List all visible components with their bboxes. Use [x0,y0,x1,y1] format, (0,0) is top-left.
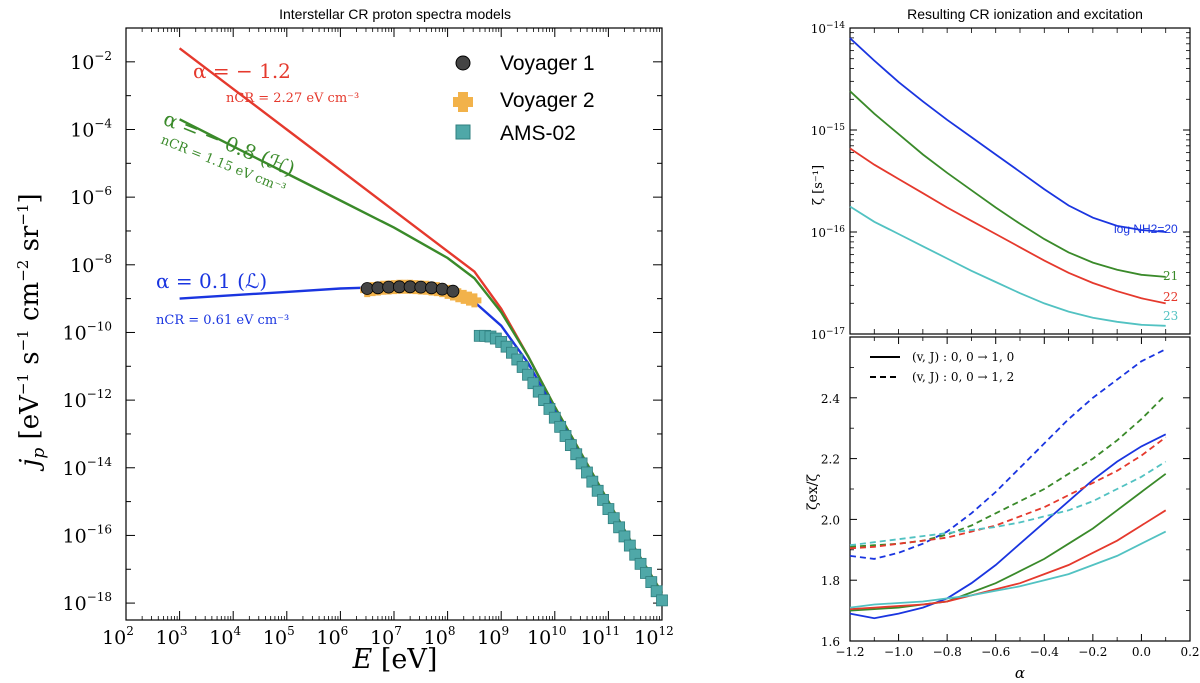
right-bottom-series-blue-solid [849,433,1167,620]
right-bottom-y-tick-label: 2.0 [821,513,840,527]
right-bottom-x-tick-label: −0.8 [933,645,962,659]
right-bottom-x-tick-label: −0.2 [1078,645,1107,659]
left-x-tick-label: 108 [424,624,456,649]
left-data-markers [360,279,668,607]
right-top-series-21 [849,90,1166,278]
annotation-ncr-2-27: nCR = 2.27 eV cm⁻³ [226,91,359,106]
right-bottom-y-axis-label: ζex/ζ [805,474,821,510]
legend-voyager1-marker [455,55,471,71]
right-top-y-tick-label: 10−15 [811,123,846,138]
left-x-tick-label: 1010 [527,624,566,649]
right-chart-title: Resulting CR ionization and excitation [907,6,1143,22]
right-bottom-plot-frame [849,336,1191,642]
left-x-tick-label: 107 [370,624,402,649]
legend-ams02-label: AMS-02 [500,122,576,145]
legend-voyager2-label: Voyager 2 [500,89,595,112]
label-log-nh2-20: log NH2=20 [1114,222,1178,236]
right-bottom-series-cyan-solid [849,530,1167,609]
left-x-tick-label: 105 [263,624,295,649]
left-y-tick-label: 10−8 [70,252,112,277]
left-y-tick-label: 10−6 [70,184,112,209]
left-y-tick-label: 10−18 [62,590,112,615]
left-legend: Voyager 1 Voyager 2 AMS-02 [453,52,595,145]
left-x-axis-label: E [eV] [352,644,438,675]
right-top-series-22 [849,147,1166,305]
left-y-tick-label: 10−12 [62,387,112,412]
left-y-tick-label: 10−10 [62,319,112,344]
right-bottom-x-tick-label: −1.0 [884,645,913,659]
series-line-alpha=-0.8 [179,118,664,594]
left-x-tick-label: 1011 [581,624,620,649]
right-bottom-x-tick-label: 0.2 [1180,645,1199,659]
legend-voyager1-label: Voyager 1 [500,52,595,75]
voyager1-marker [446,284,460,298]
annotation-alpha-0-1: α = 0.1 (ℒ) [156,269,267,293]
voyager1-marker [414,280,428,294]
left-y-tick-label: 10−16 [62,522,112,547]
voyager1-marker [425,281,438,295]
right-bottom-series-green-solid [849,473,1167,612]
left-y-axis-label: jp [eV−1 s−1 cm−2 sr−1] [14,193,49,471]
right-bottom-y-tick-label: 1.6 [821,635,840,649]
right-bottom-series-lines [849,348,1167,620]
left-x-tick-label: 106 [316,624,348,649]
legend-voyager2-marker [453,92,473,112]
legend-dashed-label: (v, J) : 0, 0 → 1, 2 [912,370,1014,384]
annotation-alpha-minus-1-2: α = − 1.2 [193,59,291,83]
ams02-marker [656,594,668,607]
left-y-tick-label: 10−14 [62,455,112,480]
voyager2-marker [467,293,482,308]
svg-text:jp [eV−1 s−1 cm−2 sr−1]: jp [eV−1 s−1 cm−2 sr−1] [14,193,49,471]
right-bottom-x-tick-label: 0.0 [1132,645,1151,659]
right-top-y-axis-label: ζ [s⁻¹] [811,165,826,205]
legend-solid-label: (v, J) : 0, 0 → 1, 0 [912,350,1014,364]
left-y-tick-label: 10−4 [70,116,112,141]
annotation-ncr-0-61: nCR = 0.61 eV cm⁻³ [156,313,289,328]
left-x-tick-label: 1012 [634,624,673,649]
right-bottom-series-red-solid [849,509,1167,610]
left-x-tick-label: 104 [209,624,241,649]
left-y-tick-label: 10−2 [70,49,112,74]
right-bottom-y-tick-label: 2.4 [821,392,840,406]
left-x-tick-label: 102 [102,624,134,649]
label-22: 22 [1163,290,1178,304]
right-top-series-lines [849,37,1166,327]
right-top-series-log-NH2=20 [849,37,1166,233]
right-bottom-x-tick-label: −0.4 [1030,645,1060,659]
legend-ams02-marker [455,124,471,140]
left-axis-ticks: 102 103 104 105 106 107 108 109 1010 1011 1012 10−1… [62,27,674,649]
right-top-series-23 [849,205,1166,327]
label-21: 21 [1163,269,1178,283]
voyager1-marker [360,282,374,295]
voyager1-marker [382,280,396,294]
left-x-tick-label: 109 [477,624,509,649]
label-23: 23 [1163,309,1178,323]
right-top-axis-ticks: 10−17 10−16 10−15 10−14 [811,21,1191,342]
right-bottom-series-cyan-dashed [849,460,1167,547]
right-bottom-y-tick-label: 2.2 [821,453,840,467]
right-bottom-y-tick-label: 1.8 [821,574,840,588]
right-top-y-tick-label: 10−16 [811,225,846,240]
voyager1-marker [371,281,385,295]
left-x-tick-label: 103 [156,624,188,649]
right-bottom-x-tick-label: −0.6 [981,645,1010,659]
right-top-y-tick-label: 10−17 [811,327,846,342]
series-line-alpha=0.1 [179,285,664,597]
right-bottom-x-axis-label: α [1015,664,1025,682]
right-bottom-legend: (v, J) : 0, 0 → 1, 0 (v, J) : 0, 0 → 1, … [870,350,1014,384]
voyager1-marker [435,282,449,296]
right-bottom-x-tick-label: −1.2 [835,645,864,659]
voyager1-marker [392,280,406,294]
right-bottom-series-blue-dashed [849,348,1167,560]
right-bottom-axis-ticks: −1.2 −1.0 −0.8 −0.6 −0.4 −0.2 0.0 0.2 1.6 1.8 2.0 2… [821,337,1200,659]
voyager1-marker [403,280,417,294]
left-chart-title: Interstellar CR proton spectra models [279,6,511,22]
right-top-y-tick-label: 10−14 [811,21,846,36]
right-bottom-series-red-dashed [849,436,1167,550]
